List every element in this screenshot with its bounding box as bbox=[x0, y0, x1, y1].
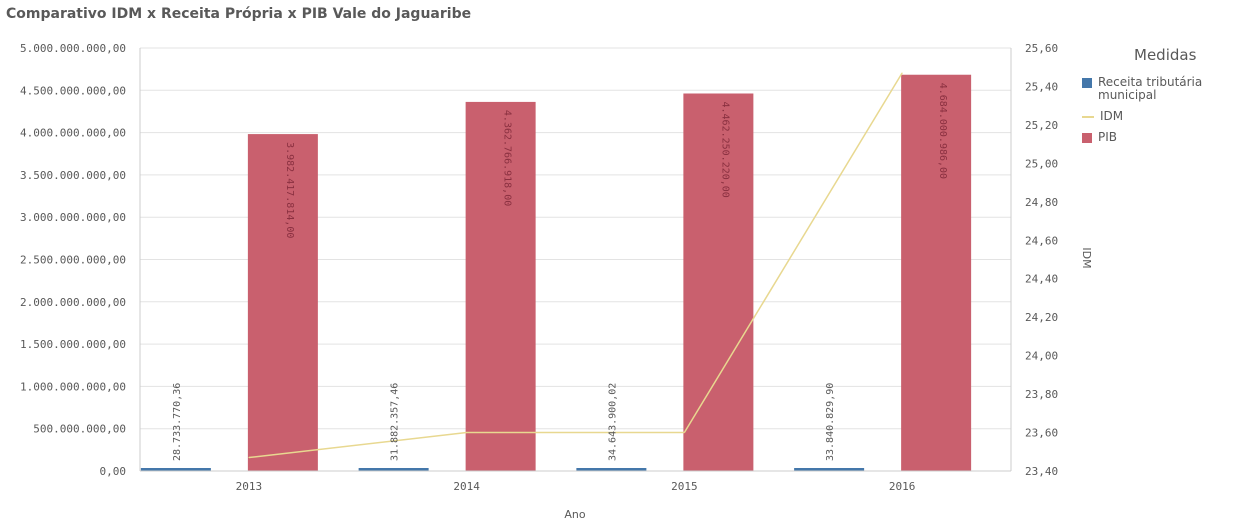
y2-tick-label: 24,80 bbox=[1025, 196, 1058, 209]
y-tick-label: 5.000.000.000,00 bbox=[20, 42, 126, 55]
y2-tick-label: 24,60 bbox=[1025, 234, 1058, 247]
y-tick-label: 2.000.000.000,00 bbox=[20, 296, 126, 309]
x-tick-label: 2016 bbox=[889, 480, 916, 493]
y2-tick-label: 25,40 bbox=[1025, 80, 1058, 93]
y-tick-label: 1.000.000.000,00 bbox=[20, 380, 126, 393]
bar bbox=[794, 468, 865, 471]
idm-point bbox=[683, 432, 685, 434]
y-tick-label: 500.000.000,00 bbox=[33, 423, 126, 436]
x-axis-title: Ano bbox=[564, 508, 585, 521]
x-axis: 2013 2014 2015 2016 bbox=[140, 470, 1011, 493]
y-tick-label: 4.500.000.000,00 bbox=[20, 84, 126, 97]
bar-data-label: 33.840.829,90 bbox=[825, 383, 836, 461]
right-axis-title: IDM bbox=[1080, 247, 1093, 268]
y2-tick-label: 25,00 bbox=[1025, 157, 1058, 170]
y2-tick-label: 24,40 bbox=[1025, 273, 1058, 286]
legend-title: Medidas bbox=[1134, 46, 1197, 64]
bar-data-label: 4.362.766.918,00 bbox=[502, 110, 513, 206]
idm-point bbox=[248, 457, 250, 459]
idm-line-segment bbox=[248, 431, 467, 459]
y-tick-label: 2.500.000.000,00 bbox=[20, 254, 126, 267]
x-tick-label: 2014 bbox=[453, 480, 480, 493]
y2-tick-label: 25,20 bbox=[1025, 119, 1058, 132]
y2-tick-label: 23,80 bbox=[1025, 388, 1058, 401]
y-tick-label: 3.000.000.000,00 bbox=[20, 211, 126, 224]
bar bbox=[247, 134, 318, 471]
x-tick-label: 2013 bbox=[236, 480, 263, 493]
y-tick-label: 1.500.000.000,00 bbox=[20, 338, 126, 351]
left-axis: 0,00 500.000.000,00 1.000.000.000,00 1.500.… bbox=[20, 42, 141, 478]
bar bbox=[901, 74, 972, 471]
legend-item-receita[interactable]: Receita tributária municipal bbox=[1082, 76, 1242, 102]
legend-swatch bbox=[1082, 78, 1092, 88]
bar-data-label: 3.982.417.814,00 bbox=[284, 142, 295, 238]
y2-tick-label: 23,60 bbox=[1025, 427, 1058, 440]
bar-data-label: 4.684.000.986,00 bbox=[937, 83, 948, 179]
y-tick-label: 3.500.000.000,00 bbox=[20, 169, 126, 182]
legend-swatch bbox=[1082, 116, 1094, 118]
bar bbox=[576, 468, 647, 471]
y2-tick-label: 24,20 bbox=[1025, 311, 1058, 324]
legend: Medidas Receita tributária municipal IDM… bbox=[1082, 46, 1242, 152]
legend-label: PIB bbox=[1098, 130, 1118, 144]
bar bbox=[465, 101, 536, 472]
y2-tick-label: 24,00 bbox=[1025, 350, 1058, 363]
legend-item-idm[interactable]: IDM bbox=[1082, 110, 1242, 123]
idm-point bbox=[901, 72, 903, 74]
x-tick-label: 2015 bbox=[671, 480, 698, 493]
y2-tick-label: 23,40 bbox=[1025, 465, 1058, 478]
legend-label: IDM bbox=[1100, 109, 1124, 123]
bar bbox=[140, 468, 211, 471]
data-labels: 28.733.770,36 31.882.357,46 34.643.900,02 3… bbox=[172, 83, 948, 461]
legend-swatch bbox=[1082, 133, 1092, 143]
bar bbox=[358, 468, 429, 471]
bar-data-label: 28.733.770,36 bbox=[172, 383, 183, 461]
bar-data-label: 34.643.900,02 bbox=[607, 383, 618, 461]
bar-data-label: 31.882.357,46 bbox=[390, 383, 401, 461]
y-tick-label: 4.000.000.000,00 bbox=[20, 127, 126, 140]
bar-series[interactable] bbox=[140, 74, 972, 472]
chart-title: Comparativo IDM x Receita Própria x PIB … bbox=[6, 6, 472, 22]
bar bbox=[683, 93, 754, 472]
bar-data-label: 4.462.250.220,00 bbox=[719, 101, 730, 197]
legend-label: Receita tributária municipal bbox=[1098, 75, 1203, 102]
right-axis: 23,40 23,60 23,80 24,00 24,20 24,40 24,60 24,80… bbox=[1010, 42, 1058, 478]
idm-line-segment bbox=[683, 72, 903, 433]
y2-tick-label: 25,60 bbox=[1025, 42, 1058, 55]
y-tick-label: 0,00 bbox=[100, 465, 127, 478]
line-series[interactable] bbox=[248, 72, 903, 459]
legend-item-pib[interactable]: PIB bbox=[1082, 131, 1242, 144]
idm-point bbox=[466, 432, 468, 434]
